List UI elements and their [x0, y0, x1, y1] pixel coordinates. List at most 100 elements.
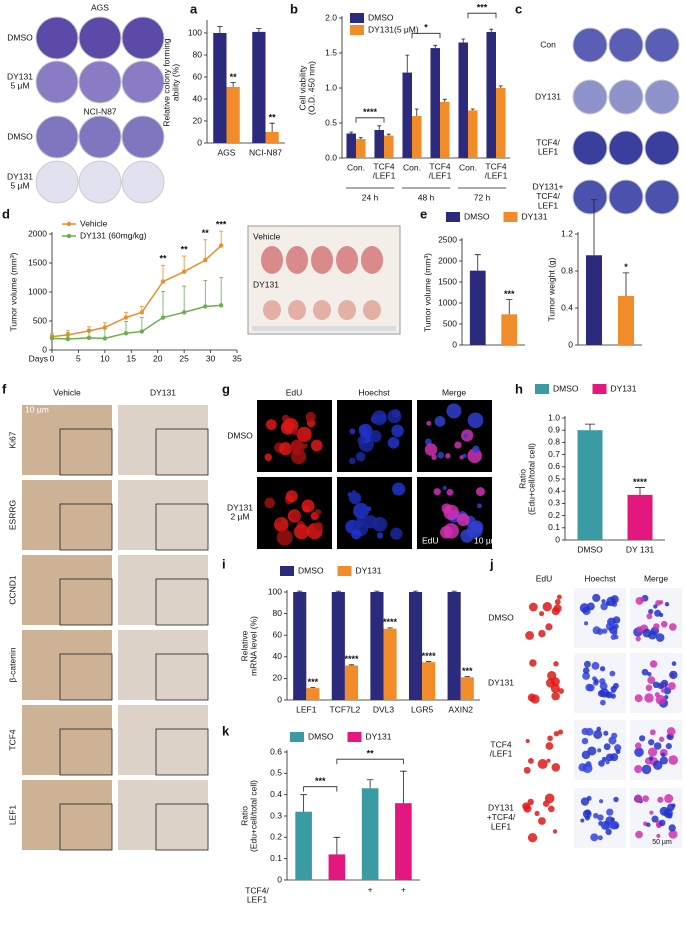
text-line: LEF1: [491, 822, 512, 832]
cell: [651, 815, 659, 823]
y-tick-label: 100: [268, 586, 282, 596]
cell: [594, 678, 599, 684]
cell: [443, 504, 459, 521]
x-tick-label: 35: [232, 353, 242, 363]
significance: ****: [344, 654, 359, 664]
tumor: [288, 300, 306, 320]
y-axis-label: Tumor weight (g): [546, 257, 556, 321]
cell: [527, 798, 534, 806]
legend-swatch: [280, 566, 294, 576]
bar: [328, 854, 346, 880]
data-point: [160, 315, 166, 320]
error-bar: [349, 131, 354, 134]
text-line: 5 µM: [10, 81, 29, 91]
bar: [346, 133, 356, 158]
bar: [370, 592, 384, 700]
cell: [609, 670, 616, 677]
cell: [646, 822, 651, 828]
cell: [597, 748, 602, 753]
legend-label: DY131(5 μM): [368, 24, 419, 34]
cell: [556, 594, 562, 600]
cell: [668, 824, 676, 832]
y-tick-label: 0: [197, 137, 202, 147]
cell: [645, 684, 653, 692]
y-tick-label: 80: [273, 608, 283, 618]
panel-letter: b: [290, 1, 298, 16]
well: [644, 179, 680, 215]
ihc-image: [118, 480, 208, 550]
bar: [331, 592, 345, 700]
y-tick-label: 2000: [438, 255, 457, 265]
legend-label: DMSO: [298, 565, 324, 575]
text-line: DY131: [227, 503, 253, 513]
cell: [642, 628, 652, 638]
cell: [608, 820, 618, 830]
cell: [666, 812, 673, 819]
cell: [439, 526, 453, 539]
cell: [644, 693, 654, 703]
error-bar: [461, 38, 466, 43]
cell: [557, 729, 564, 735]
cell: [527, 693, 536, 702]
data-point: [49, 336, 55, 341]
cell: [353, 502, 369, 519]
cell: [279, 442, 293, 456]
panel-letter: d: [2, 206, 10, 221]
cell: [351, 529, 362, 540]
well: [35, 160, 79, 204]
error-bar: [412, 590, 419, 592]
cell: [615, 749, 621, 755]
text-line: TCF4/: [536, 138, 560, 148]
text-line: +TCF4/: [487, 812, 516, 822]
y-tick-label: 60: [273, 629, 283, 639]
ihc-inset: [59, 578, 113, 626]
text-line: (Edu+cell/total cell): [249, 780, 259, 852]
bar: [293, 592, 307, 700]
y-tick-label: 0.5: [325, 117, 337, 127]
cell: [649, 810, 654, 815]
cell: [349, 428, 356, 435]
y-tick-label: 80: [193, 49, 203, 59]
cell: [652, 681, 660, 689]
cell: [475, 487, 485, 497]
cell: [656, 833, 661, 838]
row-label: TCF4/LEF1: [490, 740, 513, 759]
y-tick-label: 0.8: [548, 437, 560, 447]
cell: [669, 670, 678, 680]
scale-label: 50 µm: [652, 839, 672, 846]
text-line: mRNA level (%): [249, 616, 259, 676]
cell: [610, 634, 617, 641]
x-tick-label: 20: [153, 353, 163, 363]
error-bar: [161, 291, 165, 318]
ihc-image: [118, 630, 208, 700]
panel-letter: k: [222, 723, 230, 738]
y-tick-label: 0: [452, 339, 457, 349]
cell: [579, 603, 590, 613]
y-tick-label: 20: [273, 673, 283, 683]
significance: **: [159, 254, 167, 264]
cell: [606, 808, 614, 816]
cell: [668, 755, 679, 765]
comparison-bracket: [355, 117, 385, 123]
well: [608, 179, 644, 215]
image-title: AGS: [91, 2, 109, 12]
y-axis-label: Ratio(Edu+cell/total cell): [518, 443, 537, 515]
cell: [442, 485, 447, 491]
data-point: [102, 336, 108, 341]
error-bar: [300, 794, 307, 812]
y-tick-label: 0.3: [548, 498, 560, 508]
cell: [584, 621, 589, 626]
error-bar: [400, 770, 407, 804]
cell: [605, 828, 612, 836]
cell: [275, 517, 282, 524]
comparison-label: **: [367, 749, 375, 759]
error-bar: [139, 317, 144, 332]
cell: [658, 736, 665, 743]
bar: [383, 628, 397, 700]
tumor: [338, 300, 356, 320]
column-label: EdU: [286, 387, 303, 397]
error-bar: [622, 272, 630, 296]
cell: [600, 699, 606, 706]
cell: [593, 812, 599, 819]
x-tick-label: 30: [206, 353, 216, 363]
